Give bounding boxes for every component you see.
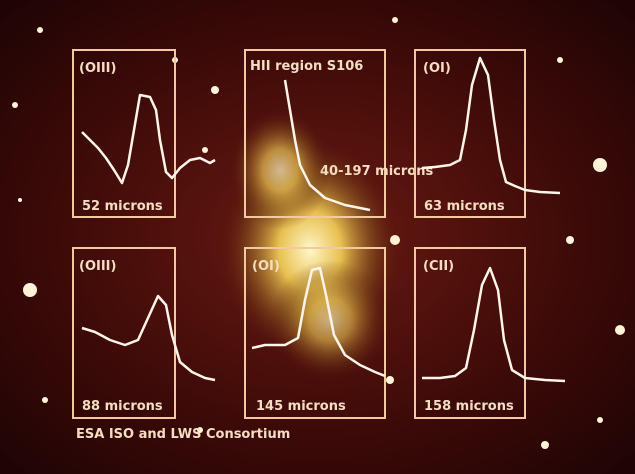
panel-frame	[414, 49, 526, 218]
panel-label: (OI)	[423, 61, 451, 76]
stars	[12, 17, 625, 449]
wavelength-label: 158 microns	[424, 399, 514, 414]
panel: HII region S106 40-197 microns	[244, 49, 433, 218]
spectrum	[251, 266, 386, 378]
panel-frame	[244, 49, 386, 218]
panel-label: (CII)	[423, 259, 454, 274]
spectrum	[81, 294, 216, 382]
panel-frame	[414, 247, 526, 419]
spectrum	[283, 79, 371, 212]
panel: (CII) 158 microns	[414, 247, 566, 419]
panel-label: (OIII)	[79, 61, 116, 76]
panel-label: HII region S106	[250, 59, 363, 74]
panel: (OI) 145 microns	[244, 247, 386, 419]
panel: (OIII) 52 microns	[72, 49, 216, 218]
wavelength-label: 52 microns	[82, 199, 163, 214]
spectrum	[421, 56, 561, 195]
credit: ESA ISO and LWS Consortium	[76, 427, 290, 442]
nebula-glow	[230, 110, 330, 230]
wavelength-label: 88 microns	[82, 399, 163, 414]
wavelength-label: 145 microns	[256, 399, 346, 414]
panel-label: (OIII)	[79, 259, 116, 274]
panel: (OIII) 88 microns	[72, 247, 216, 419]
panel: (OI) 63 microns	[414, 49, 561, 218]
spectrum	[81, 93, 216, 185]
panel-frame	[244, 247, 386, 419]
wavelength-label: 63 microns	[424, 199, 505, 214]
wavelength-label: 40-197 microns	[320, 164, 433, 179]
panel-label: (OI)	[252, 259, 280, 274]
panel-frame	[72, 49, 176, 218]
spectrum	[422, 266, 566, 383]
panel-frame	[72, 247, 176, 419]
